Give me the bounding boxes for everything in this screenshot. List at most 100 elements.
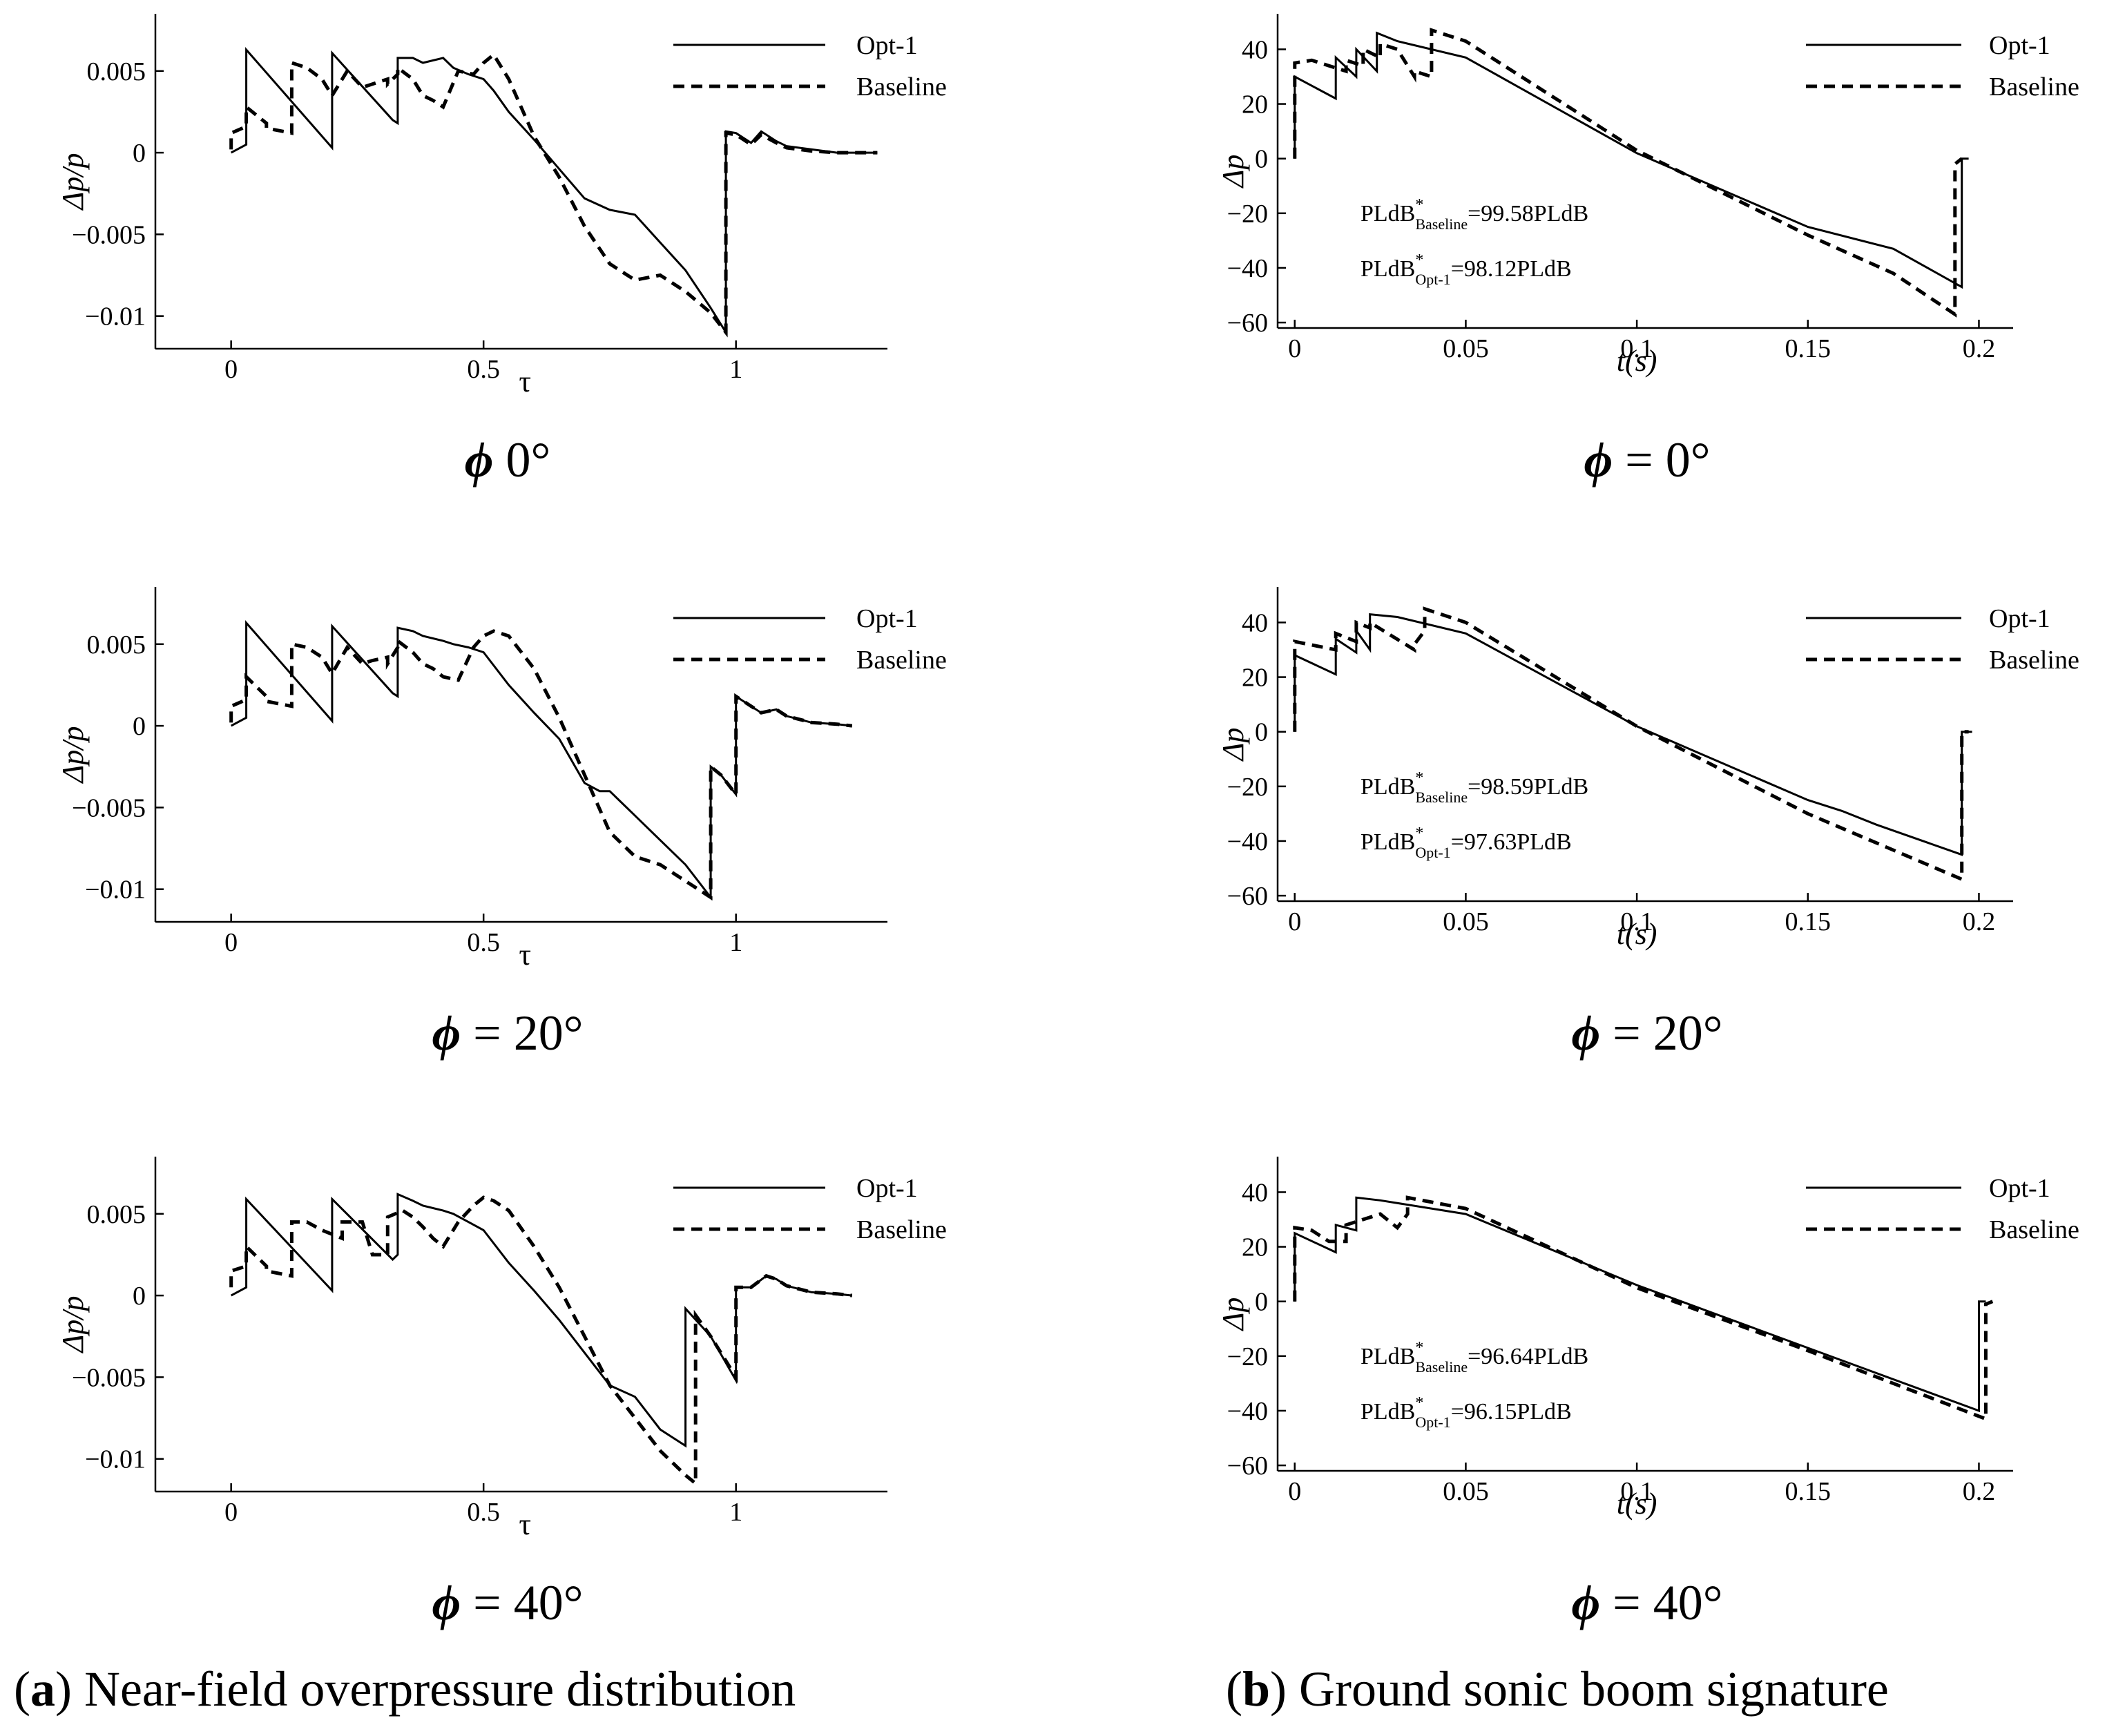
chart-panel-b2: 0 0.05 0.1 0.15 0.2 40 20 0 −20 −40 −60 t(s) Δp Opt-1… [1216,1157,2079,1630]
x-tick-label: 0.05 [1443,334,1489,363]
legend-label-opt-1: Opt-1 [1989,604,2050,633]
chart-panel-b1: 0 0.05 0.1 0.15 0.2 40 20 0 −20 −40 −60 t(s) Δp Opt-1… [1216,587,2079,1061]
y-tick-label: −60 [1227,882,1268,911]
y-tick-label: −0.01 [85,1445,146,1474]
series-line-baseline [1293,1195,1994,1422]
x-tick-label: 0 [1288,334,1301,363]
x-tick-label: 0.2 [1963,1477,1996,1506]
y-tick-label: 0 [1255,718,1268,747]
chart-subtitle: ϕ 0° [465,432,550,488]
y-tick-label: 40 [1242,608,1268,637]
x-tick-label: 0.15 [1785,907,1831,936]
y-tick-label: −40 [1227,1397,1268,1426]
y-tick-label: −60 [1227,309,1268,338]
y-tick-label: 0 [1255,145,1268,174]
series-line-baseline [229,1195,853,1487]
y-tick-label: −60 [1227,1452,1268,1481]
pldb-annotation: PLdB* Opt-1=96.15PLdB [1360,1394,1572,1431]
chart-subtitle: ϕ = 40° [1571,1575,1722,1630]
pldb-annotation: PLdB* Baseline=99.58PLdB [1360,196,1588,233]
chart-subtitle: ϕ = 20° [432,1005,583,1061]
x-tick-label: 0.05 [1443,1477,1489,1506]
series-line-baseline [1293,28,1963,318]
x-tick-label: 0 [224,928,238,957]
x-tick-label: 1 [729,1498,742,1527]
y-tick-label: 0 [133,139,146,168]
y-axis-label: Δp/p [56,1295,90,1353]
legend-label-baseline: Baseline [1989,73,2079,102]
x-tick-label: 0 [1288,1477,1301,1506]
y-axis-label: Δp [1216,1298,1250,1332]
x-tick-label: 0 [1288,907,1301,936]
y-axis-label: Δp [1216,155,1250,189]
x-tick-label: 0 [224,1498,238,1527]
chart-subtitle: ϕ = 20° [1571,1005,1722,1061]
series-line-opt-1 [1294,1196,1986,1413]
series-line-baseline [229,52,878,338]
legend-label-opt-1: Opt-1 [856,1174,918,1203]
x-axis-label: t(s) [1617,917,1657,951]
pldb-annotation: PLdB* Baseline=98.59PLdB [1360,769,1588,806]
x-tick-label: 0 [224,355,238,384]
caption-b: (b) Ground sonic boom signature [1226,1661,1889,1717]
y-tick-label: 20 [1242,664,1268,693]
y-tick-label: 0 [133,712,146,741]
x-tick-label: 0.1 [1620,1477,1653,1506]
series-line-baseline [1293,606,1969,883]
x-tick-label: 0.2 [1963,334,1996,363]
chart-subtitle: ϕ = 40° [432,1575,583,1630]
y-tick-label: −0.01 [85,302,146,331]
legend-label-opt-1: Opt-1 [856,604,918,633]
legend-label-opt-1: Opt-1 [856,31,918,60]
series-line-opt-1 [1294,613,1972,856]
x-tick-label: 0.5 [467,1498,500,1527]
series-line-opt-1 [230,620,852,900]
chart-panel-a1: 0 0.5 1 0.005 0 −0.005 −0.01 τ Δp/p Opt-1 Baseline… [56,587,947,1061]
chart-panel-a2: 0 0.5 1 0.005 0 −0.005 −0.01 τ Δp/p Opt-1 Baseline… [56,1157,947,1630]
series-line-opt-1 [230,1193,852,1448]
y-axis-label: Δp [1216,728,1250,762]
y-tick-label: 0.005 [87,57,146,86]
y-tick-label: 40 [1242,35,1268,64]
chart-panel-a0: 0 0.5 1 0.005 0 −0.005 −0.01 τ Δp/p Opt-1 Baseline… [56,14,947,488]
x-axis-label: τ [519,365,531,398]
series-line-opt-1 [1294,31,1969,289]
pldb-annotation: PLdB* Opt-1=98.12PLdB [1360,251,1572,288]
y-tick-label: −40 [1227,254,1268,283]
y-tick-label: −40 [1227,827,1268,856]
y-tick-label: −0.01 [85,876,146,905]
y-axis-label: Δp/p [56,153,90,211]
x-tick-label: 0.1 [1620,907,1653,936]
y-tick-label: −20 [1227,1342,1268,1371]
y-tick-label: −0.005 [72,1363,146,1392]
x-tick-label: 0.2 [1963,907,1996,936]
legend-label-baseline: Baseline [856,73,947,102]
x-axis-label: τ [519,1507,531,1541]
legend-label-baseline: Baseline [1989,1215,2079,1244]
series-line-opt-1 [230,47,878,336]
pldb-annotation: PLdB* Baseline=96.64PLdB [1360,1339,1588,1376]
legend-label-baseline: Baseline [1989,646,2079,675]
y-tick-label: 0.005 [87,1200,146,1229]
y-tick-label: 0 [1255,1288,1268,1317]
legend-label-opt-1: Opt-1 [1989,1174,2050,1203]
x-axis-label: t(s) [1617,344,1657,378]
x-tick-label: 0.15 [1785,334,1831,363]
y-tick-label: 20 [1242,90,1268,119]
y-tick-label: −0.005 [72,793,146,822]
caption-a: (a) Near-field overpressure distribution [14,1661,796,1717]
x-tick-label: 0.5 [467,355,500,384]
y-tick-label: 0.005 [87,630,146,659]
chart-panel-b0: 0 0.05 0.1 0.15 0.2 40 20 0 −20 −40 −60 t(s) Δp Opt-1… [1216,14,2079,488]
x-axis-label: t(s) [1617,1487,1657,1521]
y-tick-label: −20 [1227,773,1268,802]
legend-label-baseline: Baseline [856,1215,947,1244]
x-tick-label: 0.5 [467,928,500,957]
legend-label-baseline: Baseline [856,646,947,675]
pldb-annotation: PLdB* Opt-1=97.63PLdB [1360,824,1572,861]
x-tick-label: 0.15 [1785,1477,1831,1506]
x-tick-label: 1 [729,355,742,384]
y-tick-label: 0 [133,1282,146,1311]
y-axis-label: Δp/p [56,726,90,784]
